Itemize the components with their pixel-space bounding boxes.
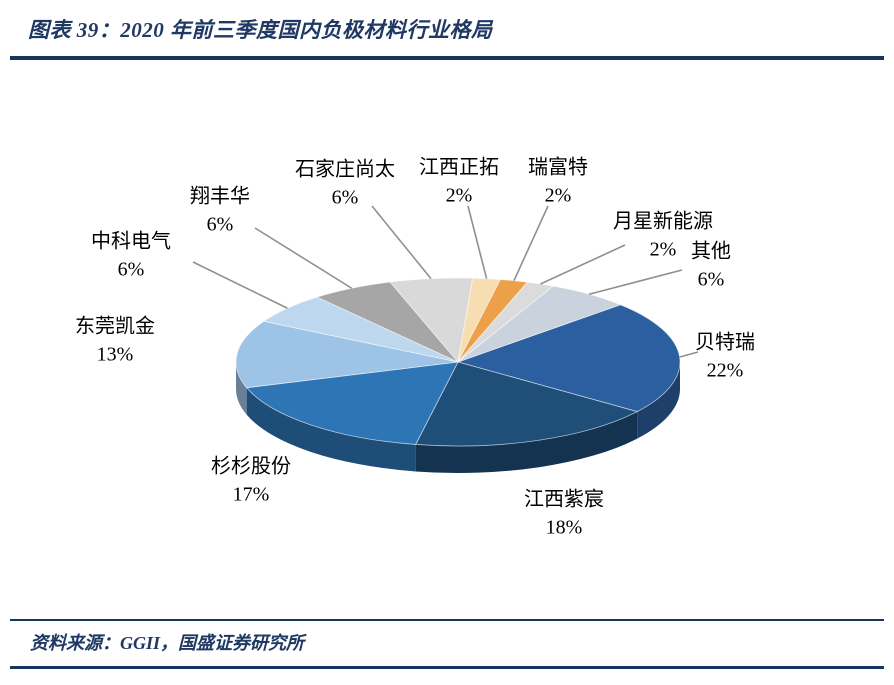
slice-label-value: 6%: [331, 187, 359, 209]
slice-label: 东莞凯金 13%: [75, 313, 155, 370]
slice-label-value: 6%: [117, 259, 145, 281]
slice-label-value: 17%: [232, 484, 270, 506]
slice-label-name: 瑞富特: [528, 156, 588, 179]
slice-label-value: 18%: [545, 517, 583, 539]
slice-label-name: 江西正拓: [419, 156, 499, 179]
pie-slice-side: [246, 387, 416, 472]
slice-label-value: 22%: [706, 360, 744, 382]
slice-label-value: 6%: [206, 214, 234, 236]
slice-label-value: 2%: [649, 239, 677, 261]
pie-slice: [456, 304, 681, 413]
slice-label: 翔丰华 6%: [190, 183, 250, 240]
leader-line: [371, 205, 432, 280]
leader-line: [513, 205, 549, 282]
slice-label-value: 6%: [697, 269, 725, 291]
pie-slice: [235, 320, 459, 389]
slice-label: 石家庄尚太 6%: [295, 156, 395, 213]
pie-slice: [245, 361, 459, 445]
leader-line: [679, 351, 699, 358]
leader-line: [192, 261, 288, 309]
slice-label-name: 其他: [691, 240, 731, 263]
slice-label-name: 江西紫宸: [524, 488, 604, 511]
slice-label-name: 中科电气: [91, 230, 171, 253]
slice-label: 江西紫宸 18%: [524, 486, 604, 543]
slice-label-value: 13%: [96, 344, 134, 366]
footer-divider-bottom: [10, 666, 884, 669]
footer-divider-top: [10, 619, 884, 621]
slice-label-name: 贝特瑞: [695, 331, 755, 354]
figure-title: 图表 39：2020 年前三季度国内负极材料行业格局: [28, 18, 493, 42]
pie-slice: [415, 361, 639, 447]
leader-line: [467, 205, 488, 279]
slice-label: 中科电气 6%: [91, 228, 171, 285]
slice-label-name: 翔丰华: [190, 185, 250, 208]
slice-label: 月星新能源 2%: [613, 208, 713, 265]
leader-line: [588, 269, 683, 295]
slice-label: 其他 6%: [691, 238, 731, 295]
slice-label-name: 东莞凯金: [75, 315, 155, 338]
slice-label: 杉杉股份 17%: [211, 453, 291, 510]
slice-label: 瑞富特 2%: [528, 154, 588, 211]
slice-label-value: 2%: [544, 185, 572, 207]
title-divider: [10, 56, 884, 60]
slice-label-value: 2%: [445, 185, 473, 207]
slice-label-name: 杉杉股份: [211, 455, 291, 478]
slice-label: 江西正拓 2%: [419, 154, 499, 211]
slice-label-name: 石家庄尚太: [295, 158, 395, 181]
source-note: 资料来源：GGII，国盛证券研究所: [30, 633, 305, 653]
slice-label: 贝特瑞 22%: [695, 329, 755, 386]
slice-label-name: 月星新能源: [613, 210, 713, 233]
pie-slice-side: [637, 362, 681, 439]
leader-line: [254, 227, 353, 289]
pie-slice: [457, 285, 622, 363]
leader-line: [540, 244, 626, 285]
